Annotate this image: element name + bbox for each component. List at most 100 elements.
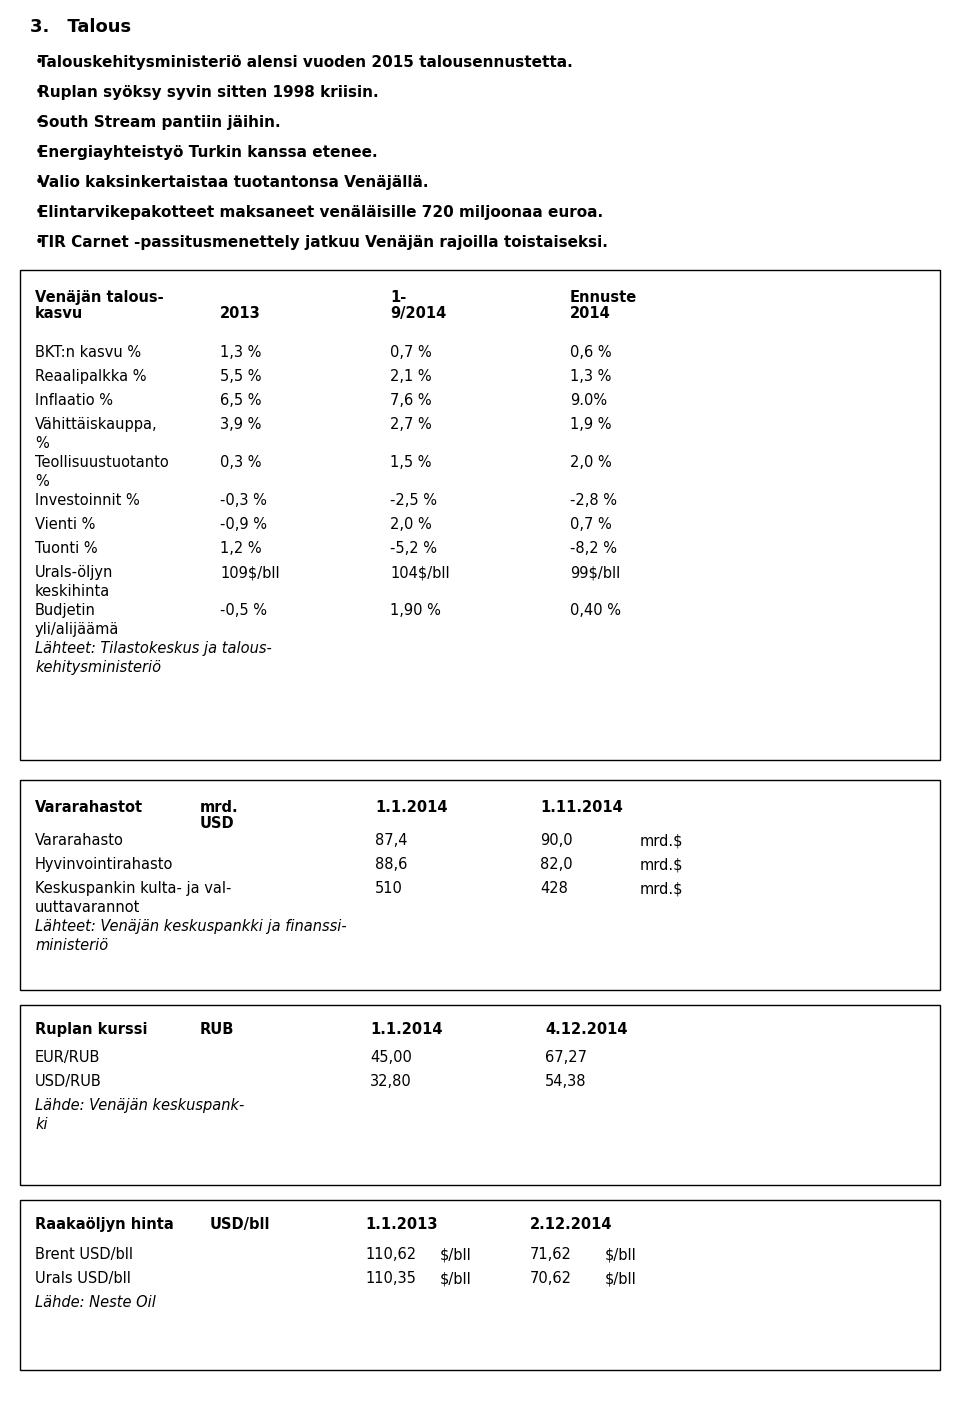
Text: Urals-öljyn
keskihinta: Urals-öljyn keskihinta <box>35 566 113 598</box>
Text: 3,9 %: 3,9 % <box>220 416 261 432</box>
Text: 7,6 %: 7,6 % <box>390 394 432 408</box>
Text: •: • <box>35 145 44 161</box>
Text: 4.12.2014: 4.12.2014 <box>545 1022 628 1037</box>
Text: USD: USD <box>200 816 234 831</box>
Text: •: • <box>35 85 44 99</box>
Text: 0,6 %: 0,6 % <box>570 345 612 360</box>
Text: Keskuspankin kulta- ja val-
uuttavarannot: Keskuspankin kulta- ja val- uuttavaranno… <box>35 881 231 915</box>
Text: 67,27: 67,27 <box>545 1050 587 1064</box>
Text: •: • <box>35 234 44 250</box>
Text: Reaalipalkka %: Reaalipalkka % <box>35 369 147 384</box>
Text: BKT:n kasvu %: BKT:n kasvu % <box>35 345 141 360</box>
Text: Valio kaksinkertaistaa tuotantonsa Venäjällä.: Valio kaksinkertaistaa tuotantonsa Venäj… <box>38 175 428 190</box>
Text: 2,7 %: 2,7 % <box>390 416 432 432</box>
Text: $/bll: $/bll <box>605 1270 636 1286</box>
Text: 1.11.2014: 1.11.2014 <box>540 800 623 816</box>
Text: 1,90 %: 1,90 % <box>390 603 441 618</box>
Text: mrd.: mrd. <box>200 800 239 816</box>
FancyBboxPatch shape <box>20 270 940 760</box>
Text: 2,0 %: 2,0 % <box>570 455 612 470</box>
Text: Tuonti %: Tuonti % <box>35 541 98 556</box>
Text: Brent USD/bll: Brent USD/bll <box>35 1248 133 1262</box>
Text: South Stream pantiin jäihin.: South Stream pantiin jäihin. <box>38 115 280 129</box>
Text: mrd.$: mrd.$ <box>640 833 684 848</box>
Text: Venäjän talous-: Venäjän talous- <box>35 290 163 306</box>
Text: TIR Carnet -passitusmenettely jatkuu Venäjän rajoilla toistaiseksi.: TIR Carnet -passitusmenettely jatkuu Ven… <box>38 234 608 250</box>
FancyBboxPatch shape <box>20 780 940 990</box>
Text: Teollisuustuotanto
%: Teollisuustuotanto % <box>35 455 169 489</box>
Text: Ruplan kurssi: Ruplan kurssi <box>35 1022 148 1037</box>
FancyBboxPatch shape <box>20 1005 940 1185</box>
Text: -0,9 %: -0,9 % <box>220 517 267 531</box>
Text: -2,5 %: -2,5 % <box>390 493 437 507</box>
Text: 1.1.2014: 1.1.2014 <box>370 1022 443 1037</box>
Text: 110,35: 110,35 <box>365 1270 416 1286</box>
Text: •: • <box>35 205 44 220</box>
Text: Lähde: Neste Oil: Lähde: Neste Oil <box>35 1295 156 1310</box>
Text: Ruplan syöksy syvin sitten 1998 kriisin.: Ruplan syöksy syvin sitten 1998 kriisin. <box>38 85 378 99</box>
Text: •: • <box>35 115 44 129</box>
Text: $/bll: $/bll <box>440 1270 471 1286</box>
Text: kasvu: kasvu <box>35 306 84 321</box>
Text: 70,62: 70,62 <box>530 1270 572 1286</box>
Text: USD/bll: USD/bll <box>210 1216 271 1232</box>
Text: 99$/bll: 99$/bll <box>570 566 620 580</box>
Text: 1,9 %: 1,9 % <box>570 416 612 432</box>
Text: RUB: RUB <box>200 1022 234 1037</box>
Text: 87,4: 87,4 <box>375 833 407 848</box>
Text: 1.1.2014: 1.1.2014 <box>375 800 447 816</box>
Text: Ennuste: Ennuste <box>570 290 637 306</box>
Text: 2013: 2013 <box>220 306 261 321</box>
Text: 2,1 %: 2,1 % <box>390 369 432 384</box>
Text: 71,62: 71,62 <box>530 1248 572 1262</box>
Text: Budjetin
yli/alijäämä: Budjetin yli/alijäämä <box>35 603 119 637</box>
Text: 0,7 %: 0,7 % <box>570 517 612 531</box>
Text: 510: 510 <box>375 881 403 897</box>
Text: mrd.$: mrd.$ <box>640 857 684 872</box>
Text: Lähteet: Tilastokeskus ja talous-
kehitysministeriö: Lähteet: Tilastokeskus ja talous- kehity… <box>35 641 272 675</box>
Text: -5,2 %: -5,2 % <box>390 541 437 556</box>
Text: $/bll: $/bll <box>440 1248 471 1262</box>
Text: 0,7 %: 0,7 % <box>390 345 432 360</box>
Text: 6,5 %: 6,5 % <box>220 394 261 408</box>
Text: $/bll: $/bll <box>605 1248 636 1262</box>
Text: 2.12.2014: 2.12.2014 <box>530 1216 612 1232</box>
Text: -8,2 %: -8,2 % <box>570 541 617 556</box>
Text: Vienti %: Vienti % <box>35 517 95 531</box>
Text: Investoinnit %: Investoinnit % <box>35 493 140 507</box>
Text: -0,5 %: -0,5 % <box>220 603 267 618</box>
Text: 1-: 1- <box>390 290 406 306</box>
Text: 32,80: 32,80 <box>370 1074 412 1088</box>
Text: Talouskehitysministeriö alensi vuoden 2015 talousennustetta.: Talouskehitysministeriö alensi vuoden 20… <box>38 55 573 70</box>
Text: 5,5 %: 5,5 % <box>220 369 261 384</box>
Text: Lähteet: Venäjän keskuspankki ja finanssi-
ministeriö: Lähteet: Venäjän keskuspankki ja finanss… <box>35 919 347 952</box>
Text: Lähde: Venäjän keskuspank-
ki: Lähde: Venäjän keskuspank- ki <box>35 1098 244 1131</box>
Text: 9.0%: 9.0% <box>570 394 607 408</box>
Text: EUR/RUB: EUR/RUB <box>35 1050 101 1064</box>
Text: 1,3 %: 1,3 % <box>220 345 261 360</box>
Text: 3. Talous: 3. Talous <box>30 18 132 36</box>
Text: 54,38: 54,38 <box>545 1074 587 1088</box>
Text: -2,8 %: -2,8 % <box>570 493 617 507</box>
FancyBboxPatch shape <box>20 1199 940 1370</box>
Text: Vähittäiskauppa,
%: Vähittäiskauppa, % <box>35 416 157 450</box>
Text: 2,0 %: 2,0 % <box>390 517 432 531</box>
Text: 1,3 %: 1,3 % <box>570 369 612 384</box>
Text: 109$/bll: 109$/bll <box>220 566 279 580</box>
Text: 90,0: 90,0 <box>540 833 572 848</box>
Text: Energiayhteistyö Turkin kanssa etenee.: Energiayhteistyö Turkin kanssa etenee. <box>38 145 377 161</box>
Text: 110,62: 110,62 <box>365 1248 416 1262</box>
Text: Hyvinvointirahasto: Hyvinvointirahasto <box>35 857 174 872</box>
Text: -0,3 %: -0,3 % <box>220 493 267 507</box>
Text: Urals USD/bll: Urals USD/bll <box>35 1270 131 1286</box>
Text: Vararahasto: Vararahasto <box>35 833 124 848</box>
Text: 82,0: 82,0 <box>540 857 572 872</box>
Text: 104$/bll: 104$/bll <box>390 566 449 580</box>
Text: 1.1.2013: 1.1.2013 <box>365 1216 438 1232</box>
Text: •: • <box>35 175 44 190</box>
Text: 1,2 %: 1,2 % <box>220 541 262 556</box>
Text: Vararahastot: Vararahastot <box>35 800 143 816</box>
Text: 1,5 %: 1,5 % <box>390 455 431 470</box>
Text: 0,3 %: 0,3 % <box>220 455 261 470</box>
Text: 45,00: 45,00 <box>370 1050 412 1064</box>
